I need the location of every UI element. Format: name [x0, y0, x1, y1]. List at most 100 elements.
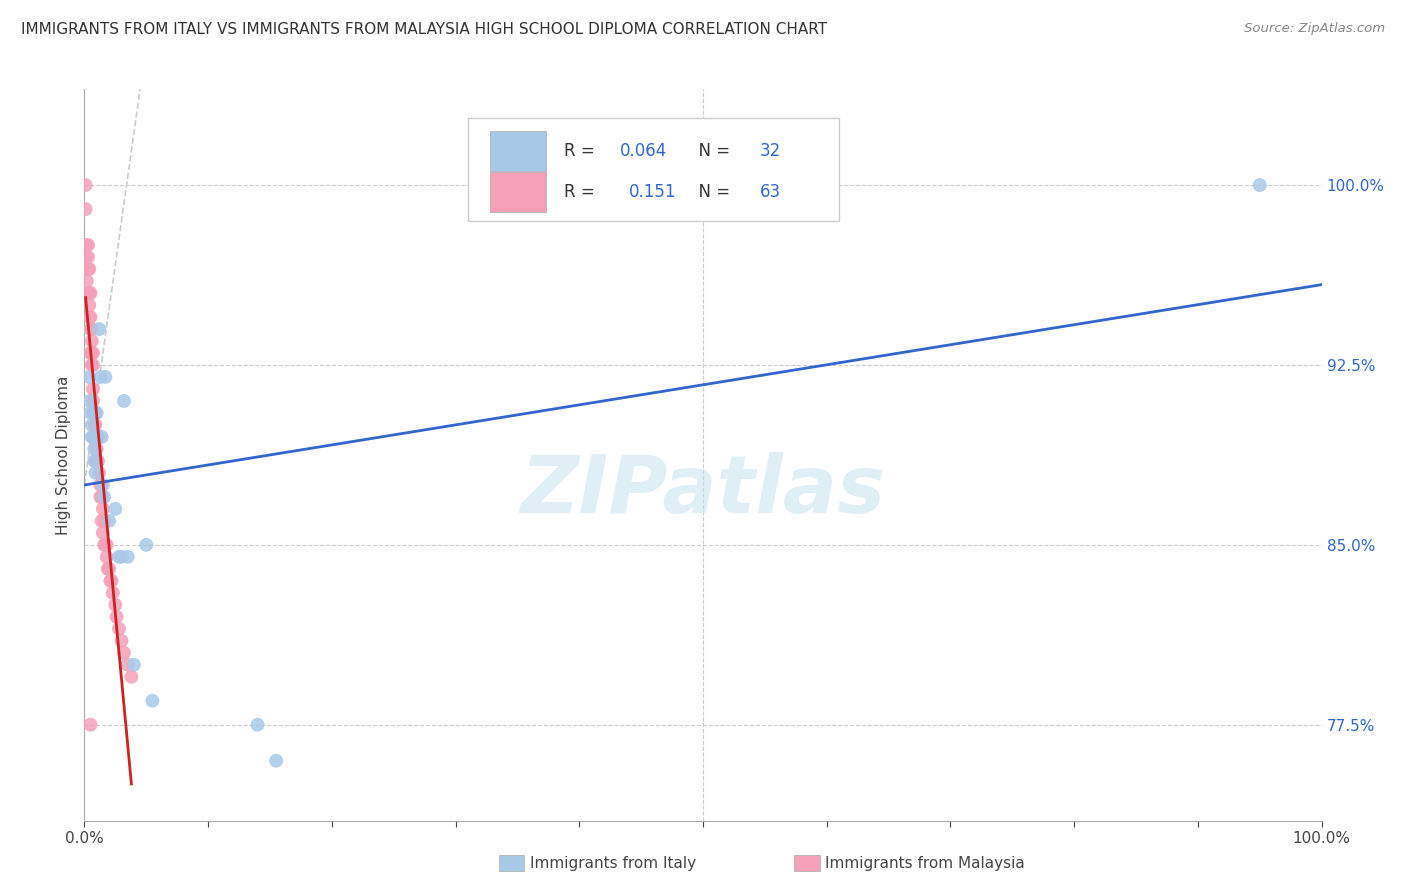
Point [79, 298, 101, 312]
Point [117, 549, 139, 564]
Point [84, 430, 107, 444]
Point [100, 574, 122, 588]
Text: R =: R = [564, 142, 600, 161]
Point [82, 382, 104, 396]
Point [89, 478, 111, 492]
Point [90, 490, 112, 504]
Text: IMMIGRANTS FROM ITALY VS IMMIGRANTS FROM MALAYSIA HIGH SCHOOL DIPLOMA CORRELATIO: IMMIGRANTS FROM ITALY VS IMMIGRANTS FROM… [21, 22, 827, 37]
Point [75, 178, 97, 193]
Point [110, 633, 132, 648]
Point [79, 406, 101, 420]
Point [93, 538, 115, 552]
Point [112, 394, 135, 409]
Point [80, 417, 103, 432]
Point [77, 286, 100, 301]
Point [104, 598, 127, 612]
Point [94, 370, 117, 384]
Point [89, 370, 111, 384]
Text: Immigrants from Italy: Immigrants from Italy [530, 856, 696, 871]
Point [83, 417, 105, 432]
Point [79, 310, 101, 324]
Point [117, 657, 139, 672]
Point [120, 670, 142, 684]
Point [79, 286, 101, 301]
Point [75, 250, 97, 264]
Point [77, 262, 100, 277]
Point [79, 322, 101, 336]
Point [87, 430, 110, 444]
Point [98, 514, 121, 528]
Point [76, 262, 98, 277]
Point [110, 549, 132, 564]
Point [82, 406, 104, 420]
Point [98, 562, 121, 576]
Point [91, 478, 114, 492]
Point [90, 430, 112, 444]
Point [101, 586, 124, 600]
Point [94, 538, 117, 552]
Bar [491, 131, 546, 171]
Point [86, 406, 108, 420]
Point [91, 501, 114, 516]
Point [79, 262, 101, 277]
Point [77, 238, 100, 252]
Point [76, 274, 98, 288]
Point [89, 466, 111, 480]
Point [93, 490, 115, 504]
Point [112, 646, 135, 660]
Point [80, 322, 103, 336]
Point [82, 430, 104, 444]
Point [83, 406, 105, 420]
Point [86, 442, 108, 456]
Point [87, 430, 110, 444]
Text: N =: N = [688, 183, 735, 202]
Point [1249, 178, 1271, 193]
Point [108, 549, 131, 564]
Point [87, 454, 110, 468]
Point [83, 430, 105, 444]
Y-axis label: High School Diploma: High School Diploma [56, 376, 72, 534]
Point [75, 202, 97, 216]
Text: N =: N = [688, 142, 735, 161]
Point [77, 250, 100, 264]
Point [82, 358, 104, 372]
Point [91, 525, 114, 540]
Point [79, 370, 101, 384]
Text: Source: ZipAtlas.com: Source: ZipAtlas.com [1244, 22, 1385, 36]
Point [96, 538, 118, 552]
Point [82, 394, 104, 409]
Point [79, 310, 101, 324]
Point [82, 346, 104, 360]
Text: 0.151: 0.151 [628, 183, 676, 202]
FancyBboxPatch shape [468, 119, 839, 221]
Point [76, 238, 98, 252]
Point [80, 334, 103, 348]
Point [79, 394, 101, 409]
Point [86, 454, 108, 468]
Point [93, 514, 115, 528]
Point [141, 694, 163, 708]
Point [122, 657, 145, 672]
Text: 63: 63 [759, 183, 782, 202]
Point [79, 286, 101, 301]
Point [98, 574, 121, 588]
Point [89, 490, 111, 504]
Point [79, 717, 101, 731]
Text: ZIPatlas: ZIPatlas [520, 452, 886, 531]
Point [90, 514, 112, 528]
Point [89, 322, 111, 336]
Point [246, 717, 269, 731]
Point [135, 538, 157, 552]
Bar [491, 172, 546, 212]
Point [80, 430, 103, 444]
Point [83, 454, 105, 468]
Point [84, 454, 107, 468]
Point [108, 622, 131, 636]
Point [105, 609, 128, 624]
Point [264, 754, 287, 768]
Point [79, 346, 101, 360]
Point [83, 442, 105, 456]
Text: 32: 32 [759, 142, 782, 161]
Point [97, 562, 120, 576]
Point [86, 430, 108, 444]
